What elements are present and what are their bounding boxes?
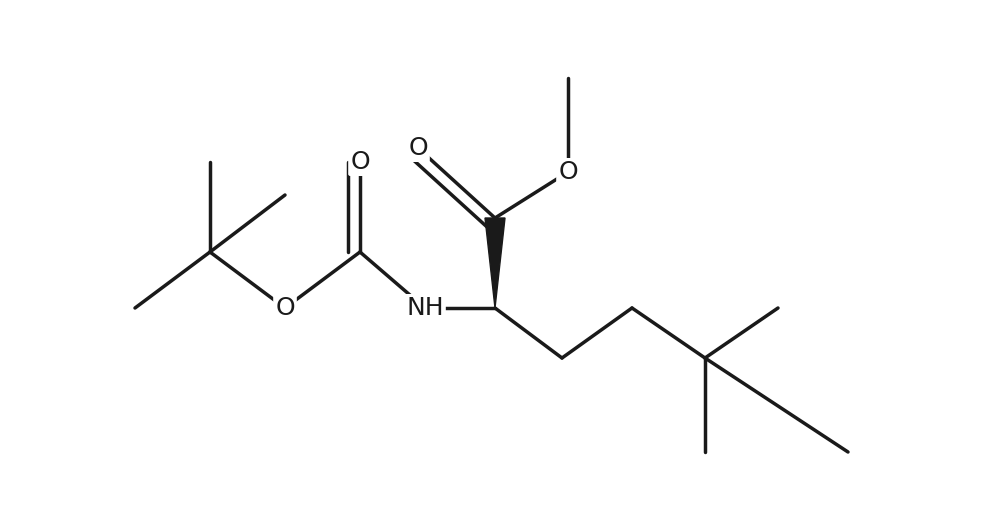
Text: O: O	[275, 296, 295, 320]
Polygon shape	[485, 218, 505, 308]
Text: O: O	[351, 150, 369, 174]
Text: NH: NH	[406, 296, 444, 320]
Text: O: O	[558, 160, 578, 184]
Text: O: O	[408, 136, 428, 160]
